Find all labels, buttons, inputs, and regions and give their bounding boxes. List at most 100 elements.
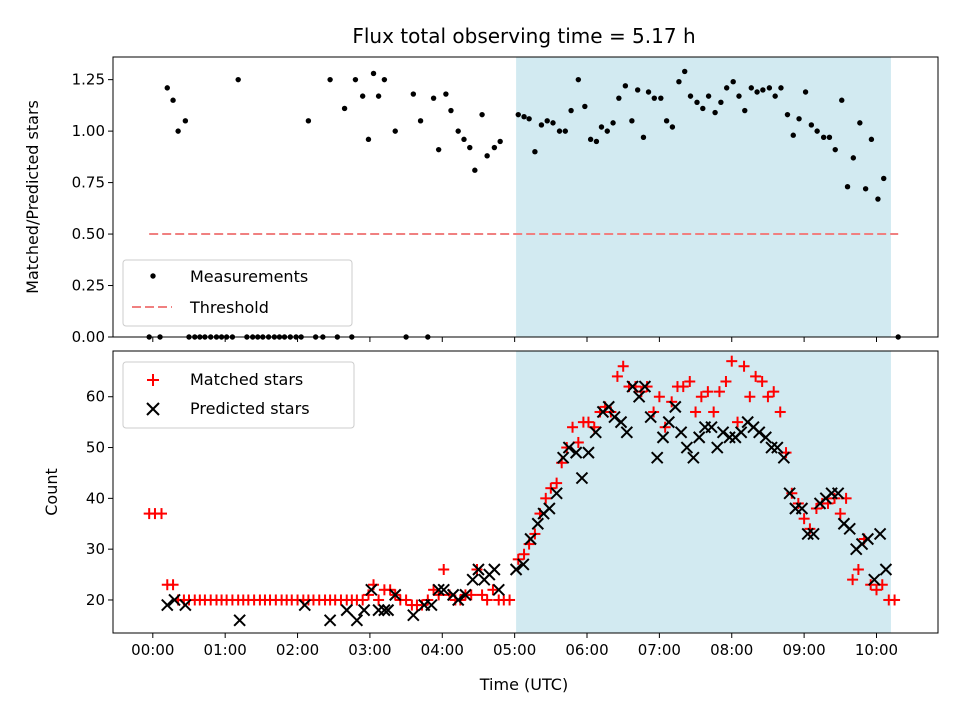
matched-star-point bbox=[422, 594, 434, 606]
matched-star-point bbox=[487, 584, 499, 596]
predicted-star-point bbox=[589, 426, 602, 439]
measurement-point bbox=[448, 107, 454, 114]
predicted-star-point bbox=[425, 598, 438, 612]
predicted-star-point bbox=[340, 603, 353, 617]
matched-star-point bbox=[167, 579, 179, 591]
matched-star-points bbox=[143, 355, 901, 611]
measurement-point bbox=[491, 144, 498, 151]
measurement-point bbox=[694, 99, 700, 105]
predicted-star-point bbox=[801, 527, 814, 541]
measurement-point bbox=[515, 111, 521, 118]
matched-star-point bbox=[373, 594, 385, 606]
bottom-y-tick-label: 60 bbox=[86, 388, 105, 406]
measurement-point bbox=[455, 128, 461, 134]
matched-star-point bbox=[416, 599, 428, 611]
predicted-star-point bbox=[669, 400, 682, 414]
measurement-point bbox=[593, 138, 600, 145]
x-tick-label: 09:00 bbox=[783, 641, 826, 659]
measurement-point bbox=[629, 118, 635, 124]
top-y-tick-label: 0.25 bbox=[72, 277, 105, 295]
predicted-star-point bbox=[759, 431, 772, 444]
predicted-star-point bbox=[168, 593, 181, 607]
matched-star-point bbox=[708, 406, 720, 418]
predicted-star-point bbox=[716, 426, 730, 439]
chart-title: Flux total observing time = 5.17 h bbox=[352, 24, 695, 48]
matched-star-point bbox=[362, 589, 374, 601]
legend-predicted-marker bbox=[146, 402, 160, 416]
predicted-star-point bbox=[524, 532, 537, 546]
measurement-point bbox=[352, 76, 359, 83]
matched-star-point bbox=[659, 421, 671, 433]
matched-star-point bbox=[829, 492, 841, 504]
measurement-point bbox=[484, 153, 490, 159]
matched-star-point bbox=[476, 589, 488, 601]
matched-star-point bbox=[847, 574, 859, 586]
measurement-point bbox=[676, 79, 682, 85]
measurement-point bbox=[820, 134, 827, 140]
predicted-star-point bbox=[575, 471, 589, 485]
predicted-star-point bbox=[372, 603, 385, 617]
measurement-point bbox=[712, 109, 718, 116]
x-tick-label: 03:00 bbox=[348, 641, 391, 659]
predicted-star-point bbox=[350, 614, 364, 627]
measurement-point bbox=[736, 93, 742, 99]
matched-star-point bbox=[865, 579, 877, 591]
matched-star-point bbox=[481, 594, 493, 606]
predicted-star-point bbox=[861, 532, 875, 546]
measurement-point bbox=[359, 93, 366, 99]
measurement-point bbox=[556, 128, 563, 134]
measurement-point bbox=[521, 114, 527, 120]
x-tick-label: 10:00 bbox=[855, 641, 898, 659]
predicted-star-point bbox=[831, 487, 845, 500]
measurement-point bbox=[182, 118, 189, 124]
top-legend-box bbox=[122, 259, 353, 327]
top-y-tick-label: 0.00 bbox=[72, 328, 105, 346]
measurement-point bbox=[370, 70, 377, 77]
matched-star-point bbox=[690, 406, 702, 418]
matched-star-point bbox=[889, 594, 901, 606]
top-y-axis-label: Matched/Predicted stars bbox=[23, 100, 42, 294]
matched-star-point bbox=[611, 370, 623, 382]
predicted-star-point bbox=[161, 598, 174, 612]
predicted-star-point bbox=[614, 415, 628, 429]
predicted-star-point bbox=[451, 593, 465, 607]
measurement-point bbox=[658, 95, 664, 101]
predicted-star-point bbox=[674, 426, 688, 439]
matched-star-point bbox=[653, 391, 665, 403]
predicted-star-point bbox=[753, 426, 766, 439]
predicted-star-point bbox=[550, 487, 563, 500]
measurement-point bbox=[802, 89, 809, 95]
measurement-point bbox=[443, 91, 449, 97]
predicted-star-point bbox=[723, 431, 736, 444]
matched-star-point bbox=[617, 360, 629, 372]
measurement-point bbox=[687, 93, 694, 99]
matched-star-point bbox=[870, 584, 882, 596]
legend-measurements-label: Measurements bbox=[190, 267, 308, 286]
predicted-star-point bbox=[651, 451, 664, 464]
predicted-star-point bbox=[582, 446, 595, 459]
matched-star-point bbox=[852, 563, 864, 575]
predicted-star-point bbox=[323, 614, 337, 627]
measurement-point bbox=[461, 136, 467, 143]
measurement-point bbox=[497, 138, 503, 145]
x-tick-label: 01:00 bbox=[204, 641, 247, 659]
predicted-star-point bbox=[602, 400, 615, 414]
matched-star-point bbox=[798, 513, 810, 525]
bottom-x-ticks: 00:00 01:00 02:00 03:00 04:00 05:00 06:00 07:00… bbox=[131, 633, 898, 659]
matched-star-point bbox=[732, 416, 744, 428]
measurement-point bbox=[645, 89, 652, 95]
predicted-star-point bbox=[365, 583, 378, 597]
predicted-star-point bbox=[692, 431, 706, 444]
predicted-star-point bbox=[711, 441, 724, 454]
predicted-star-point bbox=[807, 527, 820, 541]
predicted-star-point bbox=[608, 410, 621, 424]
measurement-point bbox=[375, 93, 382, 99]
matched-star-point bbox=[750, 370, 762, 382]
measurement-point bbox=[472, 167, 478, 173]
top-x-ticks bbox=[152, 337, 877, 342]
top-y-tick-label: 0.50 bbox=[72, 225, 105, 243]
measurement-point bbox=[610, 120, 616, 126]
top-axes-frame bbox=[112, 56, 939, 338]
matched-star-point bbox=[155, 508, 167, 520]
